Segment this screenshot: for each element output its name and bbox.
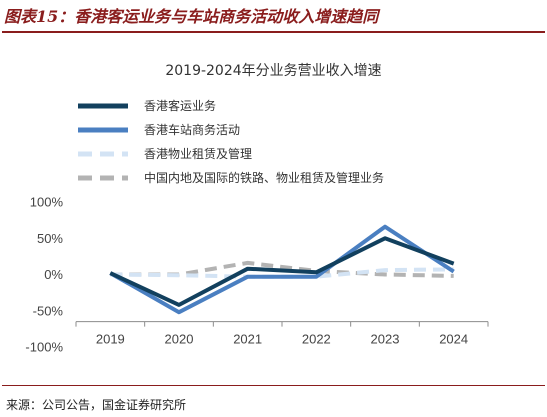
x-tick-label-2019: 2019 xyxy=(96,332,125,347)
x-tick-label-2022: 2022 xyxy=(302,332,331,347)
x-tick-label-2021: 2021 xyxy=(233,332,262,347)
y-tick-label-4: -50% xyxy=(33,303,64,318)
x-axis: 2019 2020 2021 2022 2023 2024 xyxy=(75,321,489,347)
y-tick-label-3: 0% xyxy=(44,267,63,282)
x-tick-label-2023: 2023 xyxy=(371,332,400,347)
chart-title: 2019-2024年分业务营业收入增速 xyxy=(165,63,382,79)
x-tick-label-2024: 2024 xyxy=(439,332,468,347)
y-tick-label-1: 100% xyxy=(30,195,64,210)
title-divider xyxy=(2,31,545,33)
legend-label-2: 香港车站商务活动 xyxy=(144,122,240,137)
series-line-1 xyxy=(109,236,455,307)
source-note: 来源：公司公告，国金证券研究所 xyxy=(6,398,187,412)
page-title: 图表15：香港客运业务与车站商务活动收入增速趋同 xyxy=(4,7,379,26)
legend-label-3: 香港物业租赁及管理 xyxy=(144,146,252,161)
y-tick-label-5: -100% xyxy=(25,340,63,355)
legend: 香港客运业务香港车站商务活动香港物业租赁及管理中国内地及国际的铁路、物业租赁及管… xyxy=(78,98,384,185)
series-line-2 xyxy=(109,224,455,315)
plot-area xyxy=(109,224,455,315)
y-axis: 100% 50% 0% -50% -100% xyxy=(25,195,63,355)
y-tick-label-2: 50% xyxy=(37,231,63,246)
legend-label-4: 中国内地及国际的铁路、物业租赁及管理业务 xyxy=(144,170,384,185)
x-tick-label-2020: 2020 xyxy=(165,332,194,347)
legend-label-1: 香港客运业务 xyxy=(144,98,216,113)
footer-divider xyxy=(2,385,545,386)
